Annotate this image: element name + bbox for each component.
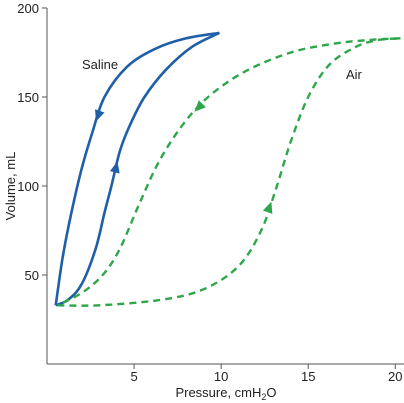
x-tick-label: 10	[214, 369, 228, 384]
x-axis-label-main: Pressure, cmH	[175, 385, 261, 400]
y-tick-label: 150	[17, 90, 39, 105]
x-tick-label: 20	[388, 369, 402, 384]
saline-inflation-arrow	[109, 161, 120, 174]
x-tick-label: 5	[130, 369, 137, 384]
y-axis-label: Volume, mL	[3, 152, 18, 221]
x-axis-label-subscript: 2	[261, 392, 266, 402]
x-axis-label-tail: O	[266, 385, 276, 400]
y-tick-label: 100	[17, 179, 39, 194]
series-label-saline: Saline	[82, 57, 118, 72]
air-inflation-curve	[57, 37, 401, 307]
y-tick-label: 200	[17, 1, 39, 16]
x-tick-label: 15	[301, 369, 315, 384]
saline-deflation-arrow	[95, 109, 105, 122]
series-label-air: Air	[346, 67, 363, 82]
air-deflation-curve	[56, 37, 401, 307]
y-tick-label: 50	[25, 268, 39, 283]
axis-ticks: 5 10 15 20 50 100 150 200	[17, 1, 402, 384]
pv-curves	[54, 31, 401, 307]
air-inflation-arrow	[262, 201, 273, 214]
x-axis-label: Pressure, cmH2O	[175, 385, 276, 402]
saline-deflation-curve	[54, 31, 220, 306]
air-deflation-arrow	[194, 100, 206, 112]
